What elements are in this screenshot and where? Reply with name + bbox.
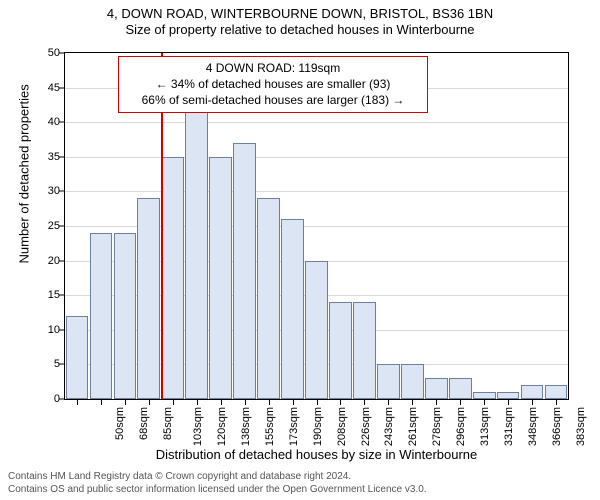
xtick-mark (532, 400, 533, 405)
xtick-mark (101, 400, 102, 405)
ytick-label: 35 (30, 151, 60, 163)
histogram-bar (66, 316, 89, 399)
xtick-label: 85sqm (162, 407, 174, 440)
xtick-label: 383sqm (575, 407, 587, 446)
footer-line-1: Contains HM Land Registry data © Crown c… (8, 471, 592, 484)
xtick-mark (245, 400, 246, 405)
xtick-label: 68sqm (138, 407, 150, 440)
xtick-label: 348sqm (527, 407, 539, 446)
callout-line-3: 66% of semi-detached houses are larger (… (127, 92, 419, 108)
ytick-mark (59, 53, 64, 54)
callout-line-1: 4 DOWN ROAD: 119sqm (127, 60, 419, 76)
ytick-label: 5 (30, 358, 60, 370)
xtick-mark (317, 400, 318, 405)
xtick-mark (340, 400, 341, 405)
attribution-footer: Contains HM Land Registry data © Crown c… (8, 471, 592, 496)
title-block: 4, DOWN ROAD, WINTERBOURNE DOWN, BRISTOL… (0, 0, 600, 39)
histogram-bar (425, 378, 448, 399)
xtick-mark (436, 400, 437, 405)
xtick-label: 120sqm (216, 407, 228, 446)
histogram-bar (545, 385, 568, 399)
gridline-h (65, 157, 568, 158)
xtick-label: 226sqm (360, 407, 372, 446)
xtick-label: 173sqm (288, 407, 300, 446)
ytick-label: 50 (30, 47, 60, 59)
ytick-label: 45 (30, 82, 60, 94)
ytick-mark (59, 156, 64, 157)
ytick-label: 40 (30, 116, 60, 128)
chart-container: 4, DOWN ROAD, WINTERBOURNE DOWN, BRISTOL… (0, 0, 600, 500)
gridline-h (65, 191, 568, 192)
xtick-mark (412, 400, 413, 405)
xtick-label: 103sqm (192, 407, 204, 446)
xtick-mark (125, 400, 126, 405)
histogram-bar (114, 233, 137, 399)
xtick-mark (556, 400, 557, 405)
xtick-label: 296sqm (455, 407, 467, 446)
histogram-bar (281, 219, 304, 399)
ytick-mark (59, 399, 64, 400)
xtick-label: 50sqm (114, 407, 126, 440)
ytick-mark (59, 122, 64, 123)
histogram-bar (521, 385, 544, 399)
histogram-bar (401, 364, 424, 399)
xtick-mark (197, 400, 198, 405)
xtick-mark (364, 400, 365, 405)
histogram-bar (353, 302, 376, 399)
histogram-bar (137, 198, 160, 399)
histogram-bar (377, 364, 400, 399)
callout-line-2: ← 34% of detached houses are smaller (93… (127, 76, 419, 92)
ytick-label: 15 (30, 289, 60, 301)
histogram-bar (257, 198, 280, 399)
gridline-h (65, 122, 568, 123)
xtick-label: 138sqm (240, 407, 252, 446)
ytick-mark (59, 329, 64, 330)
ytick-mark (59, 87, 64, 88)
xtick-label: 208sqm (336, 407, 348, 446)
histogram-bar (329, 302, 352, 399)
ytick-mark (59, 226, 64, 227)
xtick-mark (388, 400, 389, 405)
histogram-bar (497, 392, 520, 399)
xtick-mark (269, 400, 270, 405)
ytick-label: 10 (30, 324, 60, 336)
xtick-mark (173, 400, 174, 405)
xtick-label: 366sqm (551, 407, 563, 446)
ytick-label: 30 (30, 185, 60, 197)
ytick-label: 0 (30, 393, 60, 405)
xtick-mark (484, 400, 485, 405)
histogram-bar (233, 143, 256, 399)
histogram-bar (90, 233, 113, 399)
xtick-label: 313sqm (479, 407, 491, 446)
histogram-bar (473, 392, 496, 399)
xtick-mark (221, 400, 222, 405)
ytick-label: 25 (30, 220, 60, 232)
ytick-mark (59, 295, 64, 296)
histogram-bar (305, 261, 328, 399)
ytick-label: 20 (30, 255, 60, 267)
histogram-bar (449, 378, 472, 399)
xtick-label: 190sqm (312, 407, 324, 446)
xtick-label: 155sqm (264, 407, 276, 446)
histogram-bar (185, 108, 208, 399)
xtick-mark (460, 400, 461, 405)
xtick-mark (293, 400, 294, 405)
xtick-label: 331sqm (503, 407, 515, 446)
histogram-bar (161, 157, 184, 399)
title-line-2: Size of property relative to detached ho… (0, 22, 600, 38)
marker-callout: 4 DOWN ROAD: 119sqm ← 34% of detached ho… (118, 56, 428, 113)
title-line-1: 4, DOWN ROAD, WINTERBOURNE DOWN, BRISTOL… (0, 6, 600, 22)
ytick-mark (59, 364, 64, 365)
x-axis-label: Distribution of detached houses by size … (64, 447, 569, 462)
xtick-label: 261sqm (408, 407, 420, 446)
xtick-label: 243sqm (384, 407, 396, 446)
footer-line-2: Contains OS and public sector informatio… (8, 484, 592, 497)
xtick-mark (149, 400, 150, 405)
xtick-mark (508, 400, 509, 405)
xtick-label: 278sqm (431, 407, 443, 446)
histogram-bar (209, 157, 232, 399)
ytick-mark (59, 260, 64, 261)
xtick-mark (77, 400, 78, 405)
ytick-mark (59, 191, 64, 192)
